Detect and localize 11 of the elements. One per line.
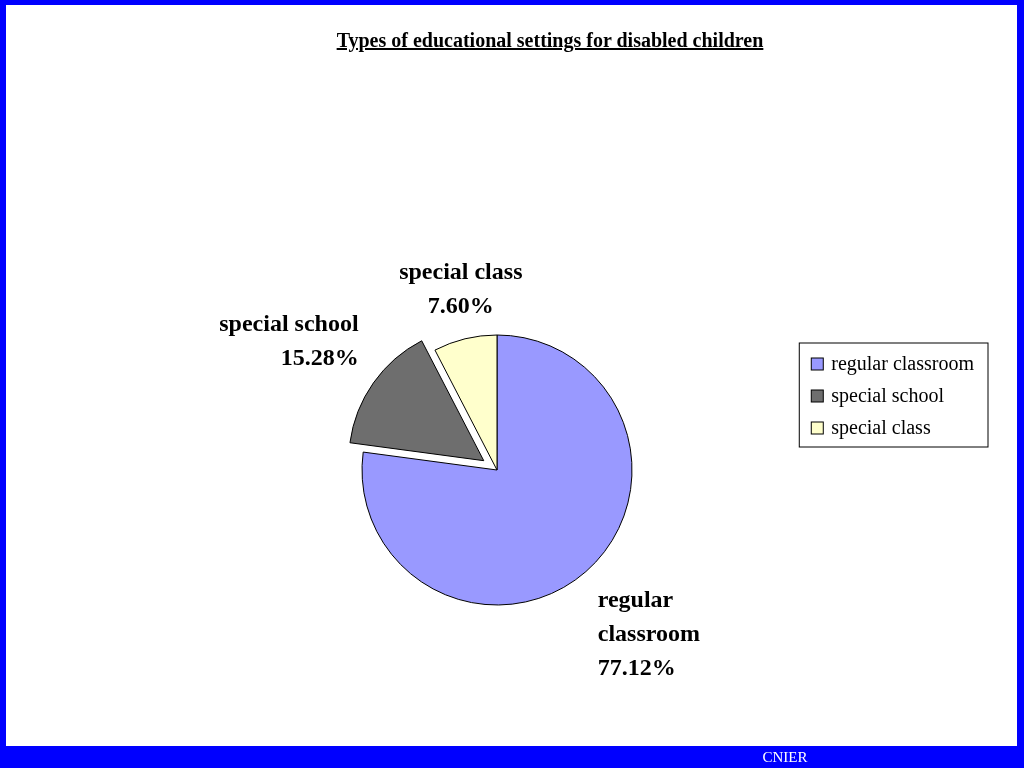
slice-label: special school — [219, 309, 359, 336]
slice-label: special class — [399, 258, 523, 285]
legend-label: regular classroom — [831, 352, 975, 375]
slice-label: regular classroom — [597, 586, 700, 647]
data-label: 7.60% — [427, 292, 494, 319]
legend-label: special class — [831, 416, 931, 439]
data-label: 15.28% — [280, 343, 359, 370]
text: CNIER — [762, 749, 808, 765]
chart-title: Types of educational settings for disabled children — [336, 29, 764, 52]
legend-label: special school — [831, 384, 945, 407]
data-label: 77.12% — [597, 654, 676, 681]
